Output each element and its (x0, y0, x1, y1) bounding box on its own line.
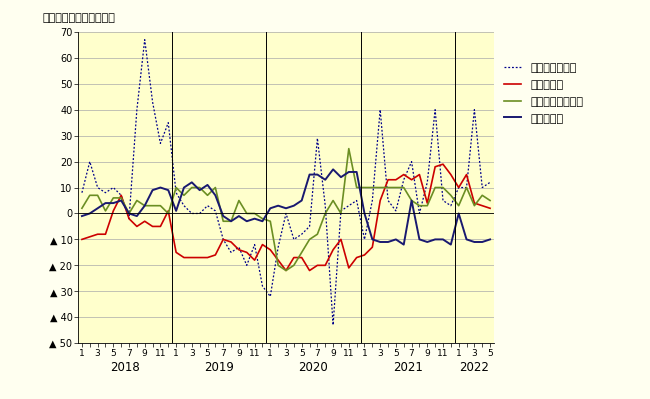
Text: 2020: 2020 (298, 361, 328, 374)
Text: 2022: 2022 (460, 361, 489, 374)
Text: 2018: 2018 (111, 361, 140, 374)
Text: 2021: 2021 (393, 361, 422, 374)
Text: （前年同月比伸率、％）: （前年同月比伸率、％） (43, 13, 116, 23)
Text: 2019: 2019 (204, 361, 234, 374)
Legend: 分譲マンション, 貸家（赤）, 分譲一戸建（緑）, 持家（青）: 分譲マンション, 貸家（赤）, 分譲一戸建（緑）, 持家（青） (504, 62, 584, 124)
